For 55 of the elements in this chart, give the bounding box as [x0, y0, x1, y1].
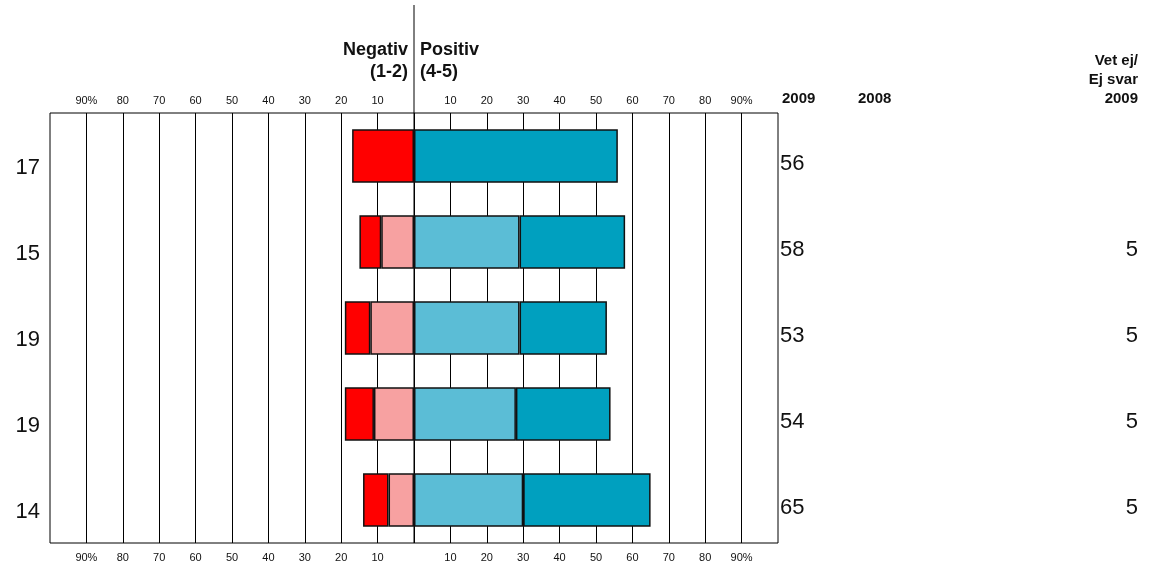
x-tick-label: 10 — [371, 550, 384, 563]
x-tick-label: 30 — [517, 550, 530, 563]
x2-tick-label: 30 — [298, 93, 311, 106]
text: 17 — [15, 153, 40, 179]
x-tick-label: 70 — [153, 550, 166, 563]
x2-tick-label: 10 — [371, 93, 384, 106]
x2-tick-label: 20 — [480, 93, 493, 106]
text: 5 — [1125, 493, 1138, 519]
x2-tick-label: 90% — [730, 93, 753, 106]
x-tick-label: 70 — [662, 550, 675, 563]
x2-tick-label: 80 — [116, 93, 129, 106]
x2-tick-label: 70 — [662, 93, 675, 106]
text: Vet ej/ Ej svar 2009 — [1088, 51, 1139, 106]
x2-tick-label: 10 — [444, 93, 457, 106]
text: 19 — [15, 411, 40, 437]
text: 54 — [780, 407, 805, 433]
x2-tick-label: 60 — [626, 93, 639, 106]
x-tick-label: 90% — [75, 550, 98, 563]
x-tick-label: 50 — [225, 550, 239, 563]
x-tick-label: 50 — [589, 550, 603, 563]
text: 5 — [1125, 235, 1138, 261]
text: Negativ (1-2) — [342, 39, 408, 81]
x-tick-label: 60 — [626, 550, 639, 563]
x2-tick-label: 50 — [225, 93, 239, 106]
text: 19 — [15, 325, 40, 351]
x2-tick-label: 60 — [189, 93, 202, 106]
x-tick-label: 60 — [189, 550, 202, 563]
x-tick-label: 40 — [262, 550, 275, 563]
x2-tick-label: 50 — [589, 93, 603, 106]
x2-tick-label: 40 — [553, 93, 566, 106]
text: Positiv (4-5) — [420, 39, 480, 81]
text: 2008 — [858, 89, 892, 106]
text: 58 — [780, 235, 805, 261]
x-tick-label: 90% — [730, 550, 753, 563]
x2-tick-label: 30 — [517, 93, 530, 106]
text: 53 — [780, 321, 805, 347]
x2-tick-label: 40 — [262, 93, 275, 106]
text: 15 — [15, 239, 40, 265]
x-tick-label: 20 — [480, 550, 493, 563]
x2-tick-label: 90% — [75, 93, 98, 106]
text: 14 — [15, 497, 40, 523]
text: 65 — [780, 493, 805, 519]
x2-tick-label: 80 — [699, 93, 712, 106]
x2-tick-label: 70 — [153, 93, 166, 106]
x-tick-label: 20 — [335, 550, 348, 563]
x-tick-label: 40 — [553, 550, 566, 563]
x-tick-label: 10 — [444, 550, 457, 563]
x2-tick-label: 20 — [335, 93, 348, 106]
text: 2009 — [782, 89, 816, 106]
x-tick-label: 30 — [298, 550, 311, 563]
text: 5 — [1125, 321, 1138, 347]
text: 56 — [780, 149, 805, 175]
text: 5 — [1125, 407, 1138, 433]
x-tick-label: 80 — [699, 550, 712, 563]
x-tick-label: 80 — [116, 550, 129, 563]
